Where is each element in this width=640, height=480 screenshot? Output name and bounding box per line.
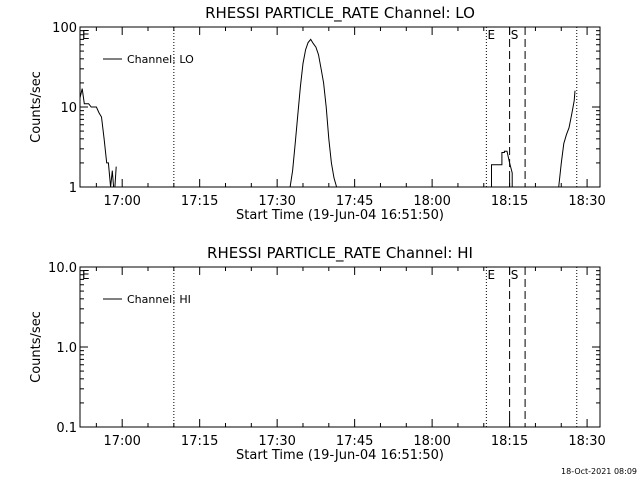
- legend-entry: Channel: LO: [127, 53, 194, 66]
- series-line: [79, 88, 117, 188]
- series-line: [558, 90, 576, 188]
- x-tick-label: 17:15: [181, 194, 218, 209]
- corner-marker-label: E: [82, 28, 90, 42]
- event-marker-label: E: [488, 268, 496, 282]
- series-line: [491, 150, 513, 187]
- x-tick-label: 17:30: [258, 434, 295, 449]
- legend-entry: Channel: HI: [127, 293, 191, 306]
- plot-frame: [79, 26, 601, 188]
- event-marker-label: S: [511, 28, 519, 42]
- x-tick-label: 17:45: [336, 434, 373, 449]
- chart-title: RHESSI PARTICLE_RATE Channel: LO: [205, 4, 475, 23]
- chart-panel-0: RHESSI PARTICLE_RATE Channel: LO 17:00 17:…: [29, 4, 606, 223]
- chart-panel-1: RHESSI PARTICLE_RATE Channel: HI 17:00 17:…: [29, 244, 606, 463]
- footer-timestamp: 18-Oct-2021 08:09: [561, 467, 637, 476]
- y-tick-label: 0.1: [56, 421, 77, 436]
- x-tick-label: 18:00: [413, 434, 450, 449]
- series-line: [289, 38, 338, 188]
- x-tick-label: 18:00: [413, 194, 450, 209]
- x-tick-label: 18:30: [568, 434, 605, 449]
- chart-title: RHESSI PARTICLE_RATE Channel: HI: [207, 244, 473, 263]
- x-tick-label: 17:00: [103, 194, 140, 209]
- x-tick-label: 17:45: [336, 194, 373, 209]
- x-axis-label: Start Time (19-Jun-04 16:51:50): [236, 448, 444, 463]
- x-tick-label: 18:15: [491, 434, 528, 449]
- x-tick-label: 17:30: [258, 194, 295, 209]
- event-marker-label: S: [511, 268, 519, 282]
- event-marker-label: E: [488, 28, 496, 42]
- y-tick-label: 10: [60, 101, 77, 116]
- corner-marker-label: E: [82, 268, 90, 282]
- y-tick-label: 1: [69, 181, 77, 196]
- y-axis-label: Counts/sec: [29, 71, 44, 143]
- y-tick-label: 1.0: [56, 341, 77, 356]
- y-tick-label: 100: [52, 21, 77, 36]
- y-tick-label: 10.0: [48, 261, 77, 276]
- x-tick-label: 17:15: [181, 434, 218, 449]
- chart-panels: RHESSI PARTICLE_RATE Channel: LO 17:00 17:…: [29, 4, 606, 463]
- x-tick-label: 18:30: [568, 194, 605, 209]
- x-axis-label: Start Time (19-Jun-04 16:51:50): [236, 208, 444, 223]
- x-tick-label: 18:15: [491, 194, 528, 209]
- x-tick-label: 17:00: [103, 434, 140, 449]
- y-axis-label: Counts/sec: [29, 311, 44, 383]
- plot-frame: [79, 266, 601, 428]
